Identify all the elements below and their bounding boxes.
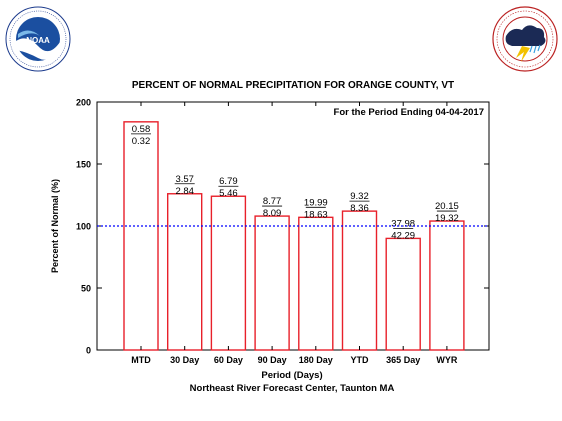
noaa-logo: NOAA — [5, 6, 71, 72]
plot-area: 0 50 100 150 200 MTD 0.580.32 30 Day 3.572.84 60 … — [76, 98, 490, 365]
bar — [429, 220, 465, 351]
bar — [210, 195, 247, 351]
chart-title: PERCENT OF NORMAL PRECIPITATION FOR ORAN… — [132, 80, 454, 91]
bar — [166, 193, 203, 351]
y-tick-label: 200 — [76, 98, 91, 108]
bar — [298, 216, 334, 351]
x-tick-label: 180 Day — [299, 355, 333, 365]
observed-label: 20.15 — [435, 201, 459, 212]
bar — [385, 237, 421, 351]
y-axis-label: Percent of Normal (%) — [50, 179, 60, 273]
observed-label: 6.79 — [219, 176, 238, 187]
normal-label: 42.29 — [391, 230, 415, 241]
x-tick-label: WYR — [436, 355, 457, 365]
y-tick-label: 50 — [81, 284, 91, 294]
bar — [254, 215, 290, 351]
y-tick-label: 100 — [76, 222, 91, 232]
x-tick-label: 365 Day — [386, 355, 420, 365]
normal-label: 8.09 — [263, 208, 282, 219]
x-axis-label: Period (Days) — [261, 370, 322, 381]
source-label: Northeast River Forecast Center, Taunton… — [190, 383, 395, 394]
bar — [341, 210, 378, 351]
normal-label: 18.63 — [304, 209, 328, 220]
observed-label: 8.77 — [263, 196, 282, 207]
observed-label: 3.57 — [175, 174, 194, 185]
observed-label: 37.98 — [391, 218, 415, 229]
observed-label: 9.32 — [350, 191, 369, 202]
x-tick-label: 60 Day — [214, 355, 243, 365]
observed-label: 0.58 — [132, 124, 151, 135]
x-tick-label: MTD — [131, 355, 151, 365]
noaa-logo-text: NOAA — [26, 36, 50, 45]
normal-label: 2.84 — [175, 186, 194, 197]
observed-label: 19.99 — [304, 197, 328, 208]
x-tick-label: YTD — [351, 355, 370, 365]
nws-logo — [492, 6, 558, 72]
normal-label: 8.36 — [350, 203, 369, 214]
normal-label: 19.32 — [435, 213, 459, 224]
y-tick-label: 0 — [86, 346, 91, 356]
bar — [123, 121, 159, 351]
normal-label: 0.32 — [132, 136, 151, 147]
x-tick-label: 90 Day — [258, 355, 287, 365]
x-tick-label: 30 Day — [170, 355, 199, 365]
normal-label: 5.46 — [219, 188, 238, 199]
chart-subtitle: For the Period Ending 04-04-2017 — [334, 107, 484, 118]
y-tick-label: 150 — [76, 160, 91, 170]
